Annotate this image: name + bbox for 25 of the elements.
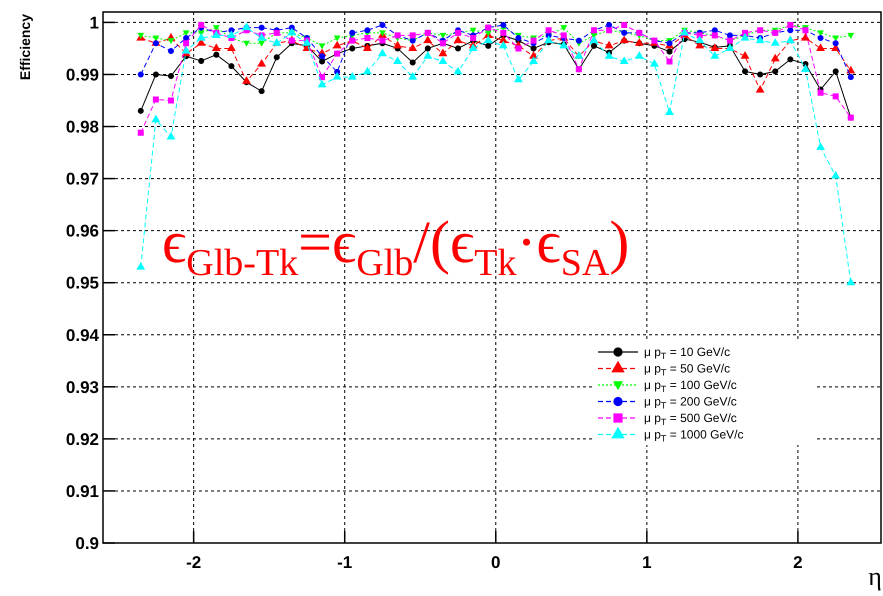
y-tick-label: 0.93 <box>66 378 99 397</box>
legend-label: μ p$_{T}$ = 50 GeV/c <box>644 362 730 378</box>
y-tick-label: 0.92 <box>66 430 99 449</box>
y-tick-label: 0.97 <box>66 170 99 189</box>
y-tick-label: 0.96 <box>66 222 99 241</box>
x-tick-label: 1 <box>642 553 652 572</box>
y-tick-label: 0.98 <box>66 118 99 137</box>
y-tick-label: 0.99 <box>66 65 99 84</box>
x-tick-label: 0 <box>491 553 501 572</box>
x-axis-title: η <box>868 562 882 591</box>
y-tick-label: 1 <box>90 13 99 32</box>
y-tick-label: 0.95 <box>66 274 99 293</box>
x-tick-label: -1 <box>337 553 352 572</box>
legend-label: μ p$_{T}$ = 500 GeV/c <box>644 411 737 428</box>
legend-label: μ p$_{T}$ = 100 GeV/c <box>644 378 737 394</box>
y-tick-label: 0.91 <box>66 482 99 501</box>
y-axis-title: Efficiency <box>17 14 33 80</box>
text: ϵ$_{Glb-Tk}$=ϵ$_{Glb}$/(ϵ$_{Tk}$·ϵ$_{SA}$) <box>162 209 630 284</box>
x-tick-label: -2 <box>186 553 202 572</box>
legend-label: μ p$_{T}$ = 1000 GeV/c <box>644 428 744 444</box>
x-tick-label: 2 <box>793 553 803 572</box>
legend-label: μ p$_{T}$ = 200 GeV/c <box>644 394 737 411</box>
y-tick-label: 0.94 <box>66 326 100 345</box>
y-tick-label: 0.9 <box>75 534 99 553</box>
legend-label: μ p$_{T}$ = 10 GeV/c <box>644 345 730 362</box>
